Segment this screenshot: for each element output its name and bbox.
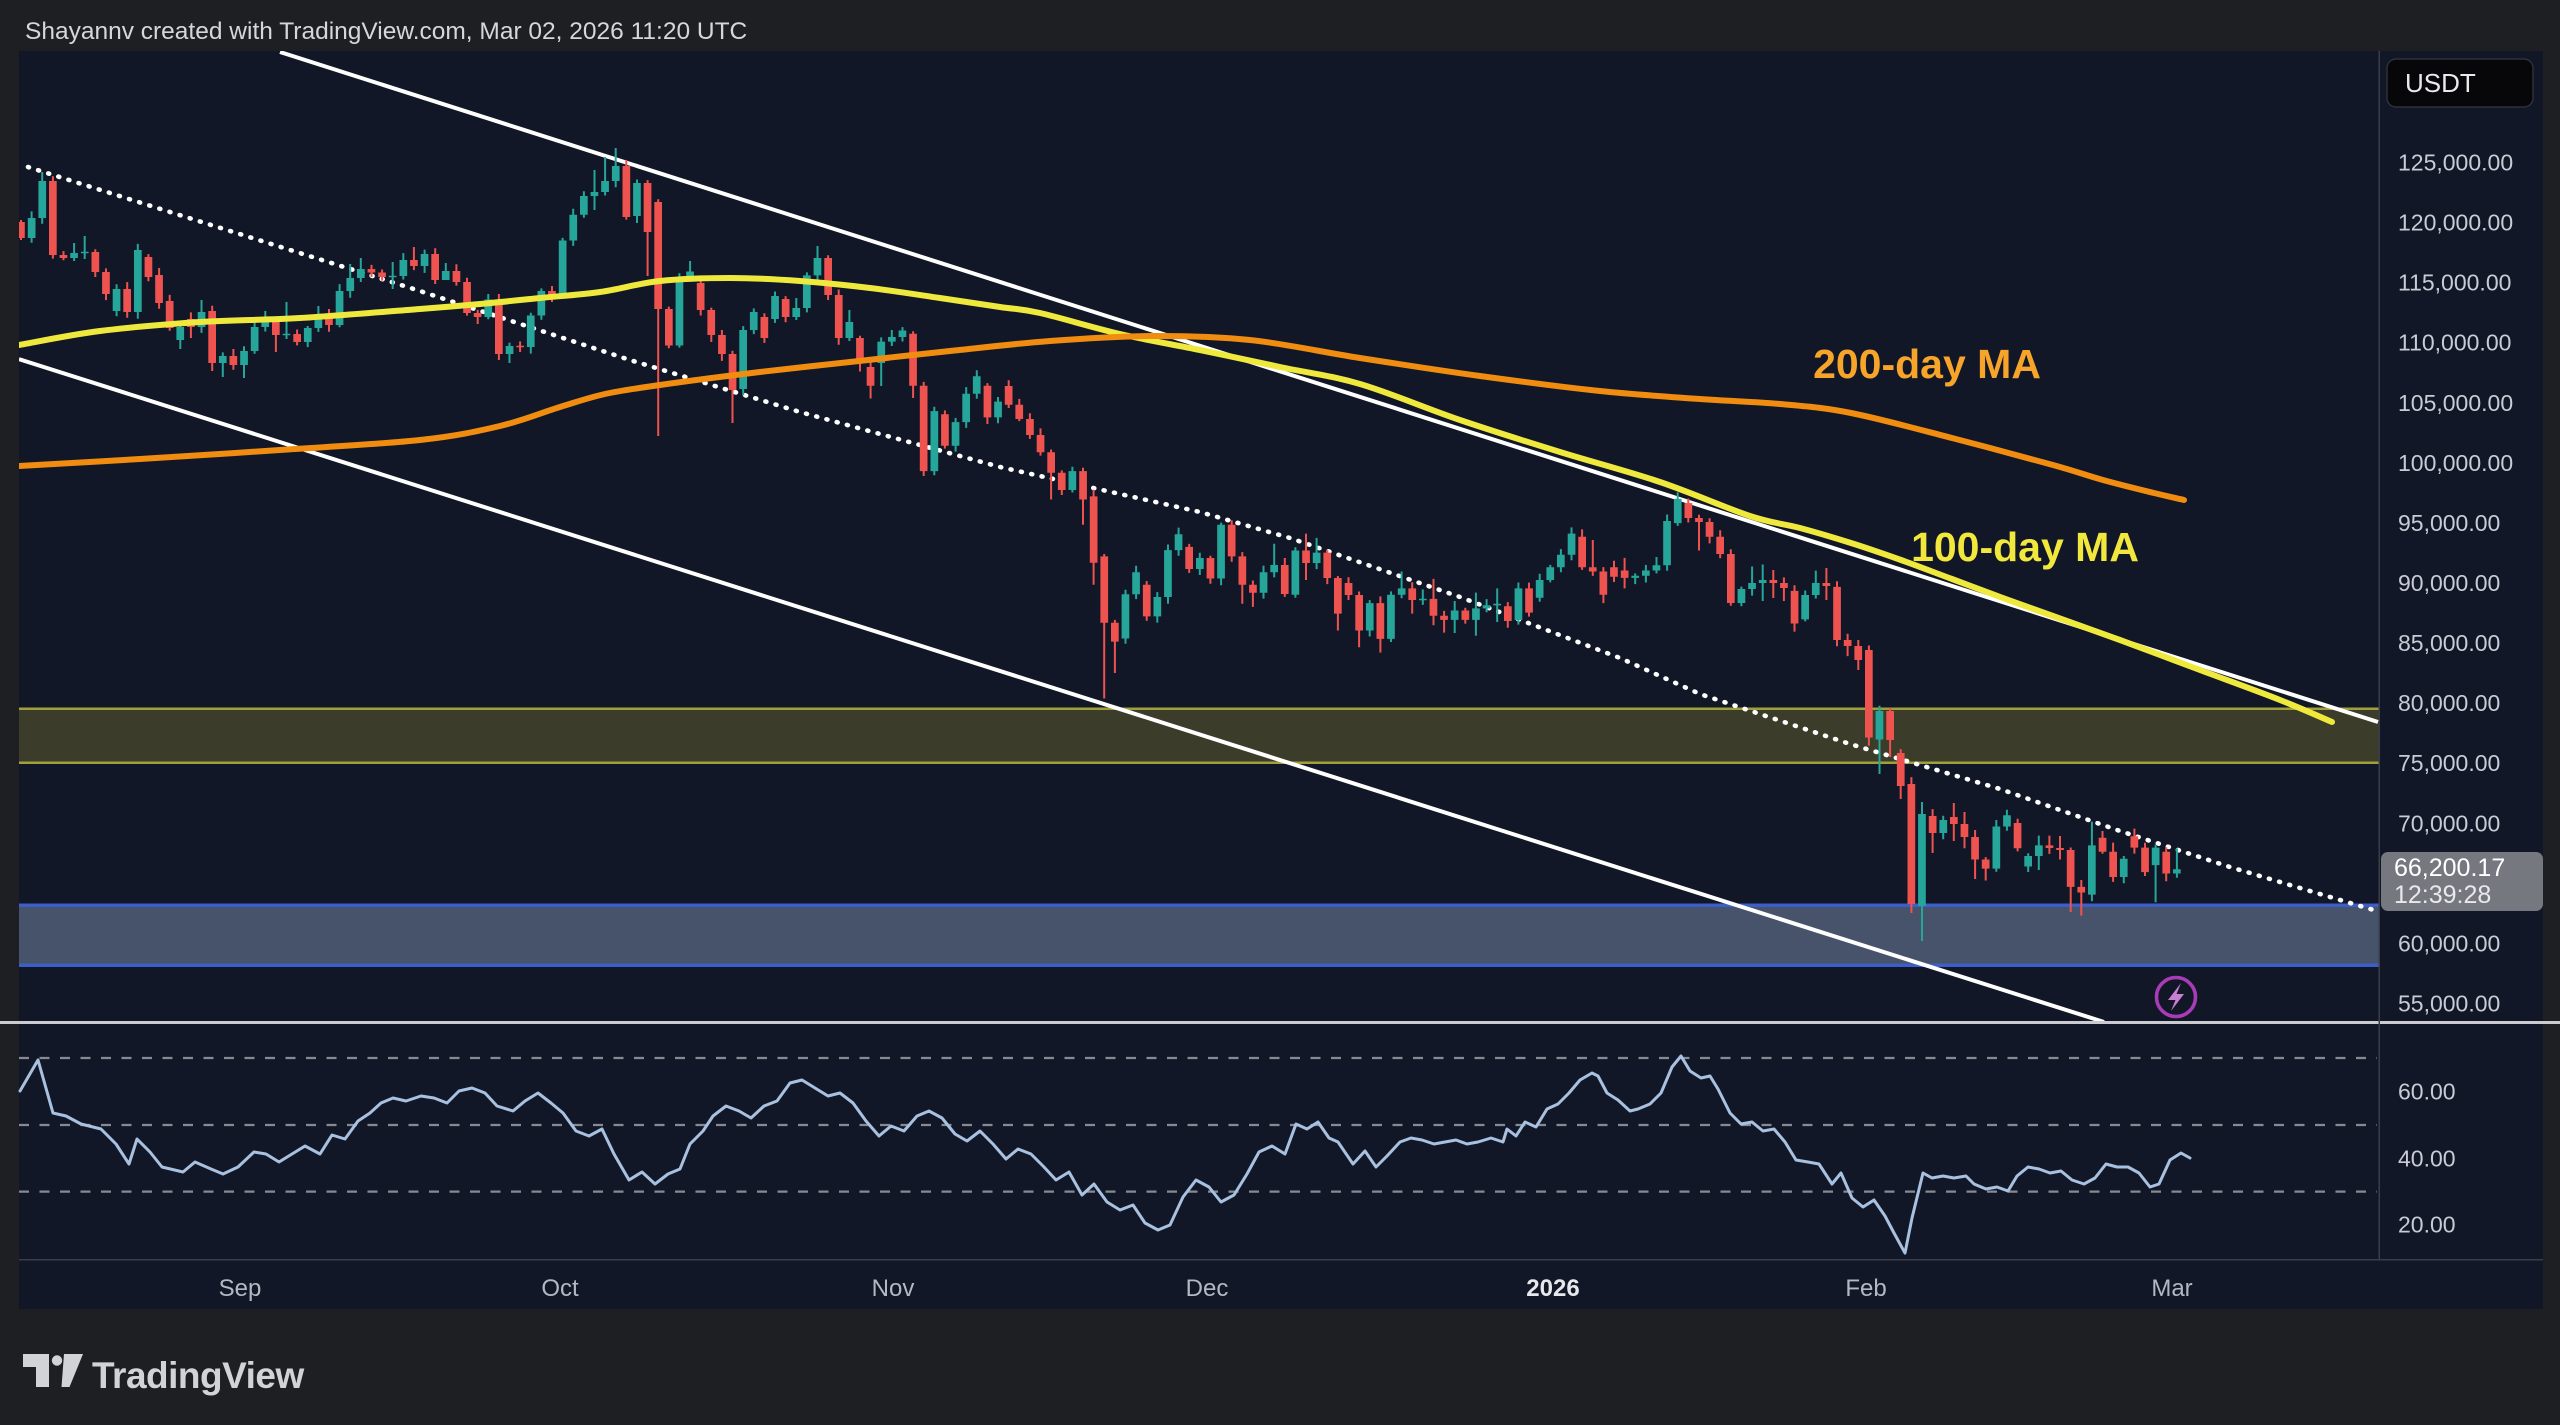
svg-text:60,000.00: 60,000.00 [2398,930,2500,956]
svg-text:12:39:28: 12:39:28 [2394,881,2491,909]
svg-text:90,000.00: 90,000.00 [2398,570,2500,596]
svg-text:USDT: USDT [2405,68,2476,98]
svg-text:100-day MA: 100-day MA [1911,524,2139,570]
svg-text:80,000.00: 80,000.00 [2398,690,2500,716]
svg-text:115,000.00: 115,000.00 [2398,270,2511,296]
svg-text:105,000.00: 105,000.00 [2398,390,2513,416]
svg-text:2026: 2026 [1526,1275,1579,1302]
svg-text:40.00: 40.00 [2398,1146,2456,1172]
svg-text:120,000.00: 120,000.00 [2398,210,2513,236]
svg-text:125,000.00: 125,000.00 [2398,150,2513,176]
svg-text:95,000.00: 95,000.00 [2398,510,2500,536]
svg-text:55,000.00: 55,000.00 [2398,991,2500,1017]
svg-text:20.00: 20.00 [2398,1212,2456,1238]
svg-text:Nov: Nov [872,1275,915,1302]
svg-text:200-day MA: 200-day MA [1813,341,2041,387]
svg-text:Dec: Dec [1186,1275,1229,1302]
svg-text:66,200.17: 66,200.17 [2394,854,2505,882]
svg-text:Sep: Sep [219,1275,262,1302]
svg-text:Shayannv created with TradingV: Shayannv created with TradingView.com, M… [25,18,747,45]
svg-text:110,000.00: 110,000.00 [2398,330,2511,356]
svg-text:TradingView: TradingView [92,1355,304,1396]
svg-text:60.00: 60.00 [2398,1079,2456,1105]
svg-text:Oct: Oct [541,1275,579,1302]
svg-text:100,000.00: 100,000.00 [2398,450,2513,476]
svg-text:85,000.00: 85,000.00 [2398,630,2500,656]
svg-text:Mar: Mar [2151,1275,2192,1302]
svg-text:70,000.00: 70,000.00 [2398,810,2500,836]
svg-text:75,000.00: 75,000.00 [2398,750,2500,776]
svg-text:Feb: Feb [1845,1275,1886,1302]
